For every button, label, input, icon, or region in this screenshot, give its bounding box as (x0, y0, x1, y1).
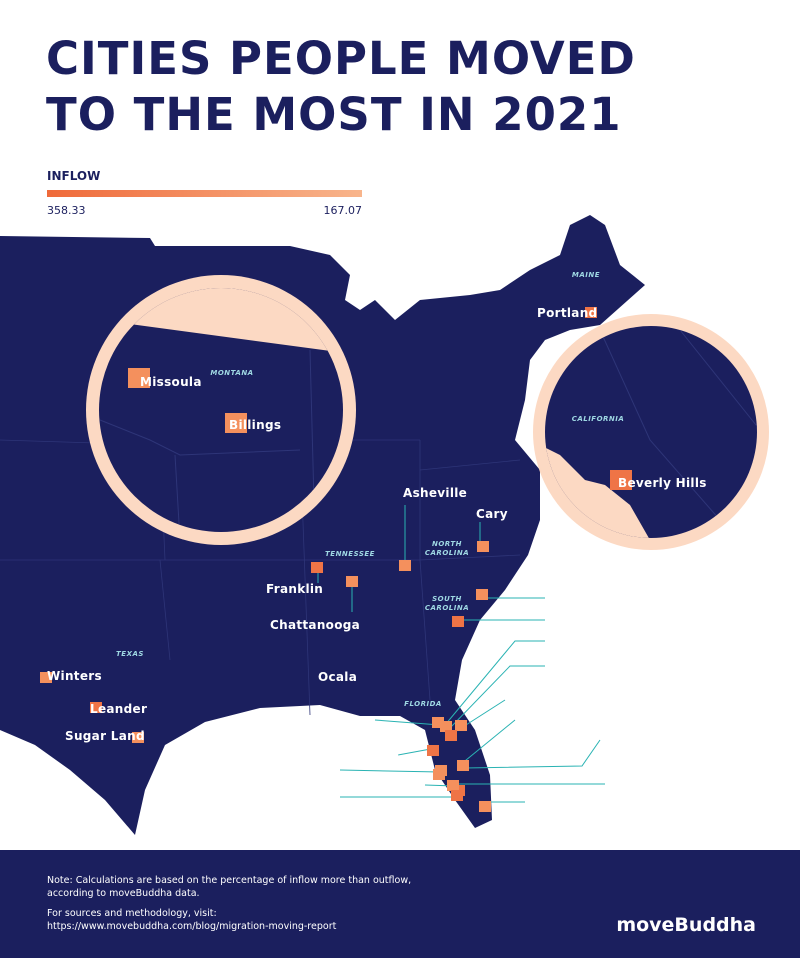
city-area (40, 672, 52, 683)
city-area (445, 730, 457, 741)
city-label: Ocala (318, 670, 357, 684)
city-area (433, 769, 445, 780)
title-line: TO THE MOST IN 2021 (46, 88, 622, 141)
city-label: Missoula (140, 375, 202, 389)
logo: moveBuddha (616, 914, 756, 936)
city-area (455, 720, 467, 731)
city-label: Tampa (354, 747, 399, 761)
city-area (432, 717, 444, 728)
source: For sources and methodology, visit: (47, 908, 217, 919)
city-area (585, 307, 597, 318)
legend-bar (47, 190, 362, 197)
city-label: Beverly Hills (618, 476, 707, 490)
city-label: Leander (90, 702, 147, 716)
city-label: Billings (229, 418, 281, 432)
city-area (132, 732, 144, 743)
state-label: CAROLINA (425, 604, 469, 612)
city-label: Cary (476, 507, 508, 521)
city-label: Myrtle Beach (547, 592, 640, 606)
state-label: MONTANA (210, 369, 253, 377)
state-label: TENNESSEE (325, 550, 375, 558)
city-area (346, 576, 358, 587)
state-label: CAROLINA (425, 549, 469, 557)
city-label: Sarasota (253, 764, 315, 778)
state-label: MAINE (572, 271, 600, 279)
city-area (90, 702, 102, 713)
state-label: NORTH (432, 540, 462, 548)
montana-inset (86, 275, 356, 545)
city-label: Sugar Land (65, 729, 145, 743)
legend-high: 358.33 (47, 204, 86, 217)
city-label: Daytona Beach (547, 634, 652, 648)
city-label: Winters (47, 669, 102, 683)
state-label: FLORIDA (404, 700, 442, 708)
state-label: CALIFORNIA (572, 415, 625, 423)
city-area (440, 721, 452, 732)
city-area (225, 413, 247, 433)
city-label: The Villages (547, 659, 633, 673)
city-label: Naples (266, 790, 314, 804)
state-label: TEXAS (116, 650, 144, 658)
footer (0, 850, 800, 958)
title-line: CITIES PEOPLE MOVED (46, 32, 636, 85)
city-label: Chattanooga (270, 618, 360, 632)
city-area (128, 368, 150, 388)
note: Note: Calculations are based on the perc… (47, 875, 411, 886)
legend-low: 167.07 (324, 204, 363, 217)
city-label: Summerville (547, 613, 635, 627)
city-area (457, 760, 469, 771)
city-area (427, 745, 439, 756)
city-area (311, 562, 323, 573)
city-area (479, 801, 491, 812)
city-area (399, 560, 411, 571)
city-label: Miami Beach (528, 794, 617, 808)
city-label: Franklin (266, 582, 323, 596)
city-area (447, 780, 459, 791)
leader-lines (317, 505, 605, 803)
city-label: Fort Myers (608, 777, 684, 791)
note: according to moveBuddha data. (47, 888, 200, 899)
city-area (476, 589, 488, 600)
source: https://www.movebuddha.com/blog/migratio… (47, 921, 337, 932)
california-inset (533, 314, 769, 550)
city-label: Portland (537, 306, 597, 320)
state-label: SOUTH (432, 595, 462, 603)
city-label: Avon Park (517, 705, 589, 719)
city-label: Cape Coral (349, 778, 425, 792)
legend-title: INFLOW (47, 169, 100, 183)
city-label: Asheville (403, 486, 467, 500)
city-label: Bradenton (604, 732, 678, 746)
city-area (451, 790, 463, 801)
city-label: Clermont (507, 684, 571, 698)
city-area (610, 470, 632, 490)
city-area (477, 541, 489, 552)
city-area (452, 616, 464, 627)
